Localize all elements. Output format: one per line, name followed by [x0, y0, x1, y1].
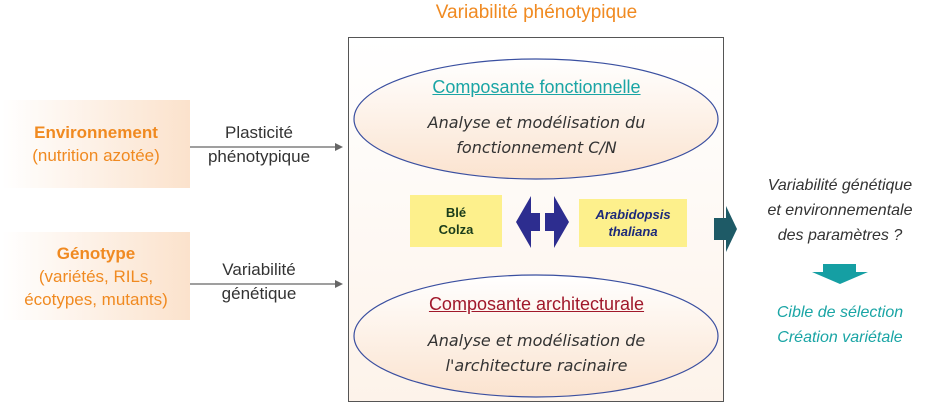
species-ble: Blé	[445, 205, 467, 220]
target-line-1: Cible de sélection	[776, 304, 904, 321]
plasticity-label: Plasticité phénotypique	[192, 121, 326, 169]
plasticity-label-line-1: Plasticité	[224, 123, 294, 142]
genotype-heading: Génotype	[56, 243, 136, 263]
species-colza: Colza	[438, 222, 474, 237]
environment-panel: Environnement (nutrition azotée)	[2, 100, 190, 188]
genotype-detail-line-1: (variétés, RILs,	[38, 266, 154, 286]
genotype-panel: Génotype (variétés, RILs, écotypes, muta…	[2, 232, 190, 320]
architectural-component-title: Composante architecturale	[428, 294, 645, 314]
output-line-3: des paramètres ?	[777, 227, 903, 244]
functional-component-ellipse	[353, 58, 719, 180]
functional-component-title: Composante fonctionnelle	[432, 77, 641, 97]
environment-heading: Environnement	[34, 123, 158, 142]
selection-targets: Cible de sélection Création variétale	[742, 300, 938, 350]
exchange-arrow-right	[545, 196, 569, 248]
functional-text-line-2: fonctionnement C/N	[456, 138, 617, 157]
target-line-2: Création variétale	[777, 329, 903, 346]
down-arrow	[812, 264, 868, 284]
architectural-component-ellipse	[353, 274, 719, 398]
environment-detail: (nutrition azotée)	[32, 146, 160, 165]
exchange-arrow-left	[516, 196, 540, 248]
genetic-variability-label-line-1: Variabilité	[222, 260, 296, 279]
genetic-variability-arrow	[190, 280, 343, 288]
species-box-crops: Blé Colza	[410, 195, 502, 247]
output-arrow	[714, 206, 737, 252]
output-line-2: et environnementale	[767, 202, 913, 219]
diagram-title: Variabilité phénotypique	[435, 2, 638, 23]
architectural-component-text: Analyse et modélisation de l'architectur…	[365, 328, 708, 378]
species-box-arabidopsis: Arabidopsis thaliana	[579, 199, 687, 247]
species-thaliana: thaliana	[608, 224, 658, 239]
genetic-variability-label: Variabilité génétique	[192, 258, 326, 306]
functional-text-line-1: Analyse et modélisation du	[427, 113, 646, 132]
functional-component-text: Analyse et modélisation du fonctionnemen…	[365, 110, 708, 160]
plasticity-arrow	[190, 143, 343, 151]
architectural-text-line-2: l'architecture racinaire	[445, 356, 628, 375]
genotype-detail-line-2: écotypes, mutants)	[24, 289, 168, 309]
output-line-1: Variabilité génétique	[767, 177, 913, 194]
output-question: Variabilité génétique et environnemental…	[742, 173, 938, 248]
plasticity-label-line-2: phénotypique	[207, 147, 311, 166]
species-arabidopsis: Arabidopsis	[595, 207, 671, 222]
genetic-variability-label-line-2: génétique	[221, 284, 297, 303]
architectural-text-line-1: Analyse et modélisation de	[427, 331, 646, 350]
